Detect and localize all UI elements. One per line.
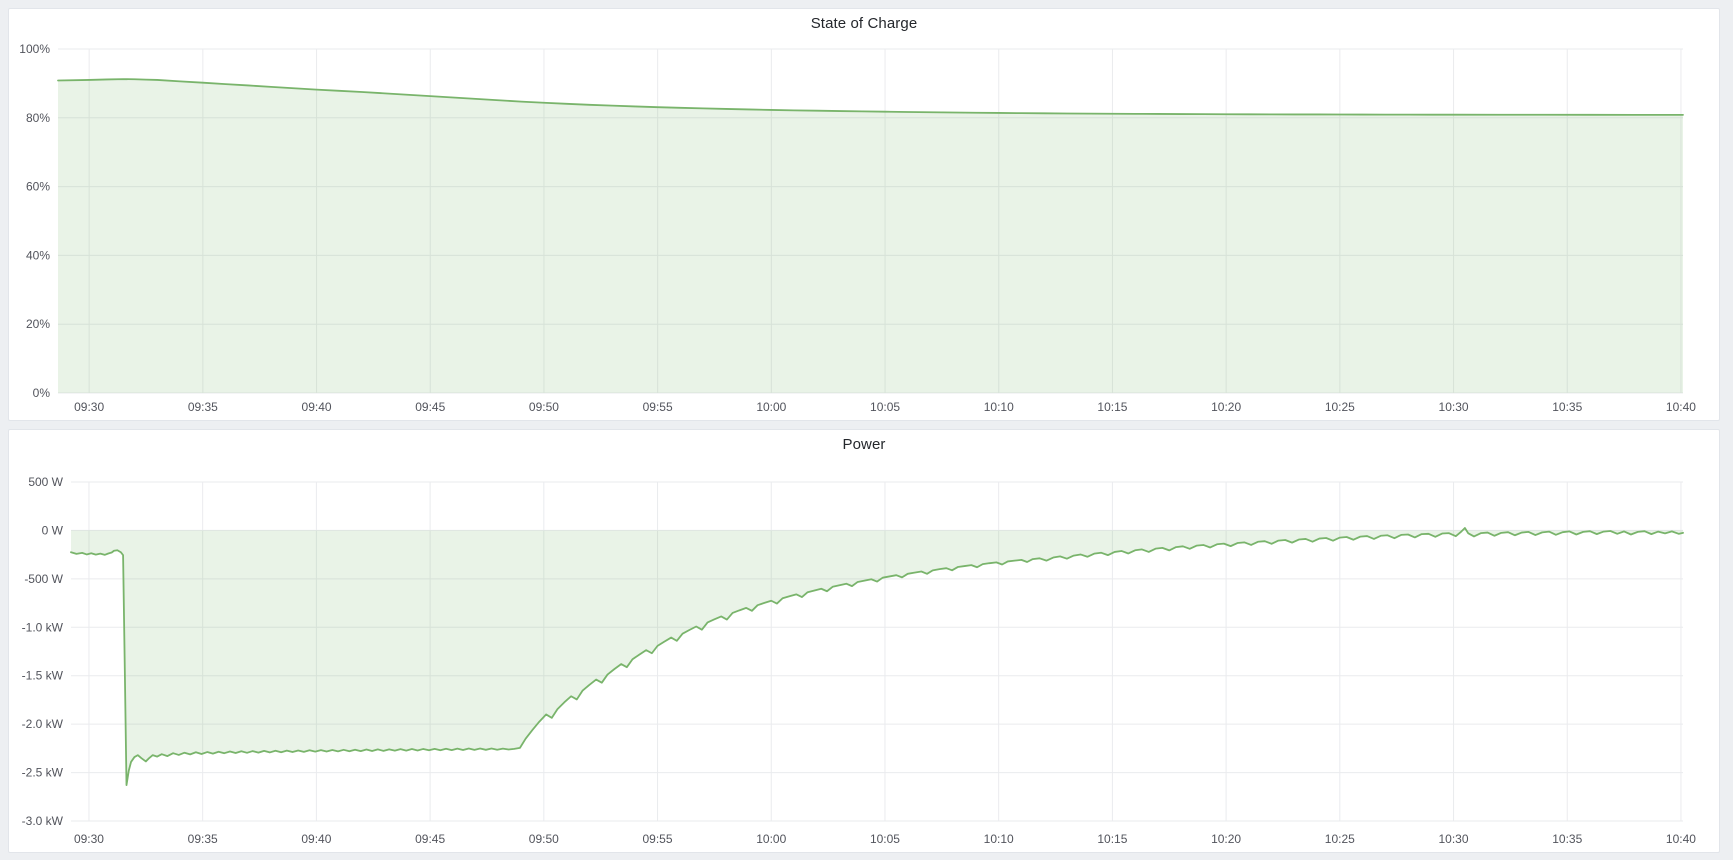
y-tick-label: 0% bbox=[33, 386, 51, 400]
x-tick-label: 10:35 bbox=[1552, 832, 1582, 846]
x-tick-label: 09:40 bbox=[301, 832, 331, 846]
x-tick-label: 09:35 bbox=[188, 400, 218, 414]
y-tick-label: 20% bbox=[26, 317, 50, 331]
x-tick-labels: 09:30 09:35 09:40 09:45 09:50 09:55 10:00 10:05… bbox=[74, 832, 1696, 846]
y-tick-label: 80% bbox=[26, 111, 50, 125]
y-tick-labels: 500 W 0 W -500 W -1.0 kW -1.5 kW -2.0 kW -2.5 … bbox=[22, 475, 64, 828]
x-tick-label: 10:40 bbox=[1666, 832, 1696, 846]
series-line bbox=[57, 78, 1684, 116]
area-fill bbox=[71, 528, 1683, 786]
y-tick-label: 500 W bbox=[28, 475, 63, 489]
x-tick-label: 09:50 bbox=[529, 832, 559, 846]
y-tick-label: -1.0 kW bbox=[22, 620, 64, 634]
x-tick-labels: 09:30 09:35 09:40 09:45 09:50 09:55 10:00 10:05… bbox=[74, 400, 1696, 414]
y-tick-label: 60% bbox=[26, 180, 50, 194]
x-tick-label: 10:00 bbox=[756, 400, 786, 414]
x-tick-label: 10:30 bbox=[1439, 400, 1469, 414]
y-tick-label: -500 W bbox=[24, 572, 63, 586]
x-tick-label: 09:55 bbox=[643, 400, 673, 414]
x-tick-label: 10:35 bbox=[1552, 400, 1582, 414]
y-tick-label: -3.0 kW bbox=[22, 814, 64, 828]
y-tick-label: -2.0 kW bbox=[22, 717, 64, 731]
x-tick-label: 10:10 bbox=[984, 832, 1014, 846]
x-tick-label: 09:40 bbox=[302, 400, 332, 414]
x-tick-label: 10:15 bbox=[1097, 832, 1127, 846]
x-tick-label: 09:45 bbox=[415, 832, 445, 846]
x-tick-label: 09:30 bbox=[74, 400, 104, 414]
x-tick-label: 10:05 bbox=[870, 832, 900, 846]
x-tick-label: 10:25 bbox=[1325, 832, 1355, 846]
power-panel-title[interactable]: Power bbox=[842, 436, 886, 453]
x-tick-label: 10:20 bbox=[1211, 400, 1241, 414]
x-tick-label: 10:40 bbox=[1666, 400, 1696, 414]
x-tick-label: 09:30 bbox=[74, 832, 104, 846]
y-tick-label: -1.5 kW bbox=[22, 669, 64, 683]
soc-panel: State of Charge 100% 80% 60% 40% 20% 0% 09:30 0… bbox=[8, 8, 1720, 421]
power-panel: Power 500 W 0 W -500 W -1.0 kW -1.5 kW -2.0 k… bbox=[8, 429, 1720, 853]
x-tick-label: 10:10 bbox=[984, 400, 1014, 414]
x-tick-label: 09:45 bbox=[415, 400, 445, 414]
x-tick-label: 10:15 bbox=[1097, 400, 1127, 414]
soc-chart[interactable]: 100%80%60%40%20%0%09:30 09:35 09:40 09:45 09… bbox=[9, 9, 1719, 420]
soc-panel-title[interactable]: State of Charge bbox=[810, 15, 918, 32]
series-line bbox=[70, 527, 1684, 787]
x-tick-label: 10:05 bbox=[870, 400, 900, 414]
x-tick-label: 10:25 bbox=[1325, 400, 1355, 414]
x-tick-label: 10:20 bbox=[1211, 832, 1241, 846]
y-tick-label: 100% bbox=[19, 42, 50, 56]
x-tick-label: 10:30 bbox=[1439, 832, 1469, 846]
area-fill bbox=[58, 79, 1683, 393]
y-tick-label: -2.5 kW bbox=[22, 766, 64, 780]
x-tick-label: 09:50 bbox=[529, 400, 559, 414]
x-tick-label: 10:00 bbox=[756, 832, 786, 846]
y-tick-labels: 100% 80% 60% 40% 20% 0% bbox=[19, 42, 50, 400]
power-chart[interactable]: 500 W 0 W -500 W -1.0 kW -1.5 kW -2.0 kW -2.5 … bbox=[9, 430, 1719, 852]
x-tick-label: 09:55 bbox=[643, 832, 673, 846]
gridlines bbox=[71, 481, 1683, 822]
y-tick-label: 40% bbox=[26, 248, 50, 262]
y-tick-label: 0 W bbox=[42, 523, 64, 537]
x-tick-label: 09:35 bbox=[188, 832, 218, 846]
